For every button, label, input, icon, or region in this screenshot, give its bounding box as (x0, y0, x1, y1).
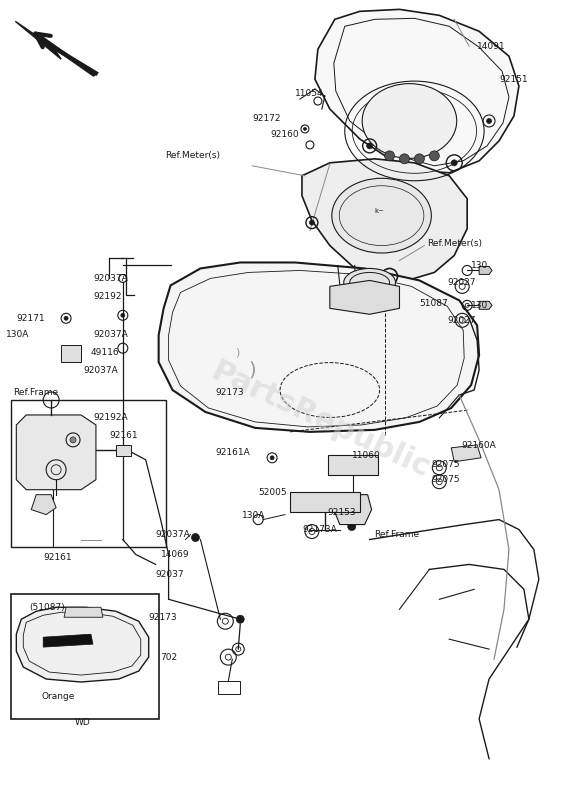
Text: 92171: 92171 (16, 314, 45, 322)
Text: 92037A: 92037A (93, 274, 128, 283)
FancyBboxPatch shape (11, 400, 166, 547)
Text: 92160: 92160 (270, 130, 299, 139)
Circle shape (367, 143, 373, 149)
Text: 92172: 92172 (252, 114, 281, 123)
Text: 92037: 92037 (156, 570, 184, 579)
Circle shape (414, 154, 424, 164)
Text: 14091: 14091 (477, 42, 506, 50)
Text: (51087): (51087) (29, 602, 65, 612)
Circle shape (70, 437, 76, 443)
Polygon shape (159, 262, 479, 432)
Text: 92153: 92153 (328, 508, 356, 517)
Text: 92161: 92161 (109, 431, 138, 440)
Polygon shape (15, 22, 61, 59)
FancyBboxPatch shape (11, 594, 159, 719)
Text: 51087: 51087 (420, 299, 448, 308)
Text: 92173: 92173 (149, 613, 178, 622)
Text: 52005: 52005 (258, 488, 287, 497)
Text: 92037A: 92037A (93, 330, 128, 338)
Circle shape (121, 314, 125, 318)
Circle shape (236, 615, 244, 623)
Text: 92173A: 92173A (302, 525, 337, 534)
Polygon shape (219, 681, 240, 694)
Text: 92075: 92075 (431, 475, 460, 484)
Text: 92037A: 92037A (83, 366, 118, 374)
Text: ): ) (235, 347, 240, 357)
Polygon shape (328, 455, 377, 474)
Polygon shape (16, 415, 96, 490)
Circle shape (64, 316, 68, 320)
Polygon shape (116, 445, 131, 456)
Text: k~: k~ (374, 208, 384, 214)
Polygon shape (334, 494, 372, 525)
Text: 92027: 92027 (447, 278, 476, 287)
Text: Orange: Orange (41, 693, 74, 702)
Ellipse shape (362, 84, 456, 158)
Text: 92192: 92192 (93, 292, 121, 301)
Polygon shape (479, 302, 492, 310)
Text: 92075: 92075 (431, 460, 460, 470)
Text: Ref.Frame: Ref.Frame (374, 530, 420, 539)
Text: 92160A: 92160A (461, 442, 496, 450)
Circle shape (347, 522, 356, 530)
Text: 14069: 14069 (161, 550, 189, 559)
Circle shape (400, 154, 410, 164)
Text: 92037A: 92037A (156, 530, 190, 539)
Circle shape (430, 151, 440, 161)
Circle shape (192, 534, 199, 542)
Text: 11060: 11060 (352, 451, 380, 460)
Text: Ref.Frame: Ref.Frame (13, 387, 59, 397)
Text: 92173: 92173 (216, 387, 244, 397)
Circle shape (486, 118, 492, 123)
Text: 92027: 92027 (447, 316, 476, 325)
Text: 702: 702 (161, 653, 178, 662)
Text: 92192A: 92192A (93, 414, 128, 422)
Ellipse shape (332, 178, 431, 253)
Circle shape (387, 274, 393, 279)
Circle shape (451, 160, 457, 166)
Text: Ref.Meter(s): Ref.Meter(s) (166, 151, 220, 160)
Text: 92151: 92151 (499, 74, 527, 84)
Polygon shape (315, 10, 519, 173)
Text: PartsRepublic: PartsRepublic (206, 357, 434, 483)
Text: 49116: 49116 (91, 348, 120, 357)
Text: 130: 130 (471, 301, 488, 310)
Polygon shape (64, 607, 103, 618)
Circle shape (309, 220, 315, 225)
Ellipse shape (344, 269, 396, 296)
Text: Ref.Meter(s): Ref.Meter(s) (427, 239, 482, 248)
Circle shape (304, 127, 306, 130)
Polygon shape (43, 634, 93, 647)
Polygon shape (16, 607, 149, 682)
Text: WD: WD (75, 718, 91, 727)
Text: 130A: 130A (242, 511, 265, 520)
Polygon shape (302, 159, 467, 281)
Text: 130: 130 (471, 261, 488, 270)
Polygon shape (31, 494, 56, 514)
Text: 92161: 92161 (43, 553, 72, 562)
Polygon shape (451, 445, 481, 462)
Polygon shape (61, 345, 81, 362)
Polygon shape (290, 492, 360, 512)
Text: 130A: 130A (6, 330, 30, 338)
Text: 11054: 11054 (295, 89, 323, 98)
Text: 92161A: 92161A (216, 448, 250, 458)
Polygon shape (330, 281, 400, 314)
Circle shape (270, 456, 274, 460)
Polygon shape (479, 266, 492, 274)
Circle shape (384, 151, 394, 161)
Text: ): ) (248, 360, 256, 379)
